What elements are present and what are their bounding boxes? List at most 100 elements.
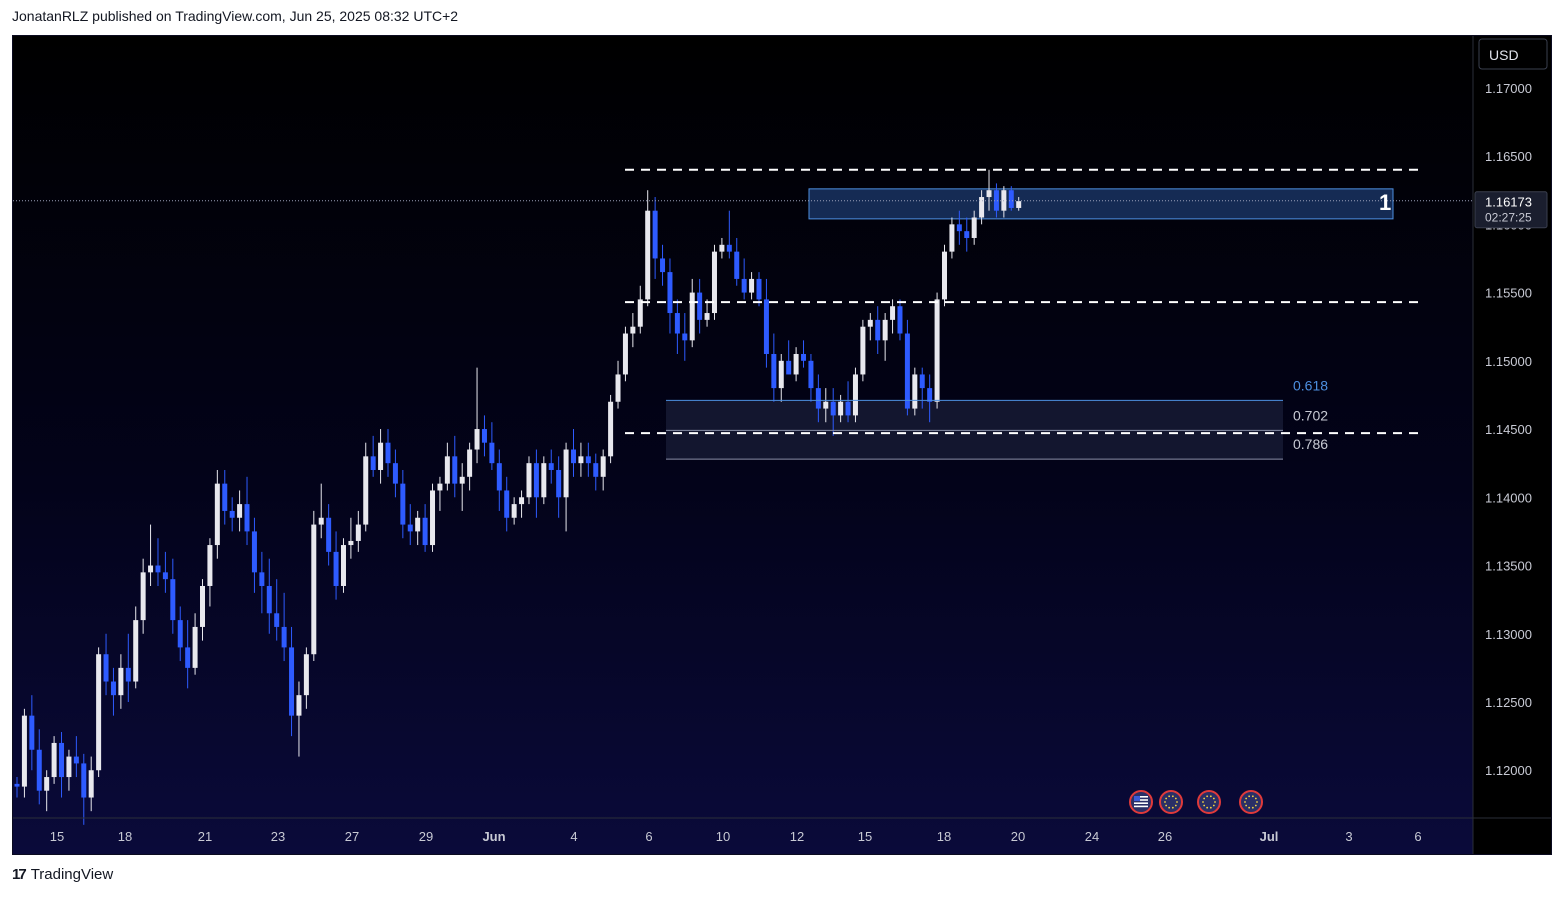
candle-body — [986, 190, 992, 198]
time-tick-label: 29 — [419, 829, 433, 844]
candle-body — [444, 456, 450, 484]
candle-body — [541, 463, 547, 498]
flag-star — [1212, 797, 1215, 800]
candle-body — [793, 353, 799, 375]
candle-body — [430, 490, 436, 546]
candle-body — [1008, 190, 1014, 208]
candle-body — [229, 510, 235, 518]
fib-label: 0.618 — [1293, 377, 1328, 393]
event-ring — [1197, 790, 1221, 814]
candle-body — [14, 783, 20, 787]
eu-flag-icon — [1239, 790, 1263, 814]
candle-body — [608, 401, 614, 457]
candle-body — [749, 278, 755, 293]
candle-body — [808, 360, 814, 389]
candle-body — [392, 463, 398, 484]
candle-body — [133, 620, 139, 682]
price-axis-bg — [1473, 36, 1551, 854]
footer-brand: TradingView — [30, 866, 114, 883]
candle-body — [340, 545, 346, 586]
candle-body — [88, 770, 94, 798]
candle-body — [422, 517, 428, 546]
time-tick-label: 18 — [118, 829, 132, 844]
eu-flag-icon — [1197, 790, 1221, 814]
candle-body — [36, 749, 42, 791]
candle-body — [363, 456, 369, 525]
flag-star — [1165, 797, 1168, 800]
candle-body — [726, 244, 732, 252]
candle-body — [489, 442, 495, 464]
candle-body — [192, 626, 198, 668]
flag-star — [1245, 804, 1248, 807]
event-ring — [1239, 790, 1263, 814]
candle-body — [66, 756, 72, 778]
countdown-label: 02:27:25 — [1485, 211, 1532, 225]
candle-body — [548, 463, 554, 470]
candle-body — [259, 572, 265, 586]
candle-body — [73, 756, 79, 764]
eu-flag-icon — [1159, 790, 1183, 814]
flag-star — [1254, 797, 1257, 800]
candle-body — [185, 647, 191, 668]
annotations-layer: 1 0.618 0.702 0.786 — [1129, 190, 1391, 814]
flag-stripe — [1134, 796, 1148, 798]
candle-body — [904, 333, 910, 409]
candle-body — [801, 353, 807, 361]
candle-body — [51, 742, 57, 778]
flag-star — [1174, 804, 1177, 807]
flag-star — [1171, 795, 1174, 798]
candle-body — [378, 442, 384, 470]
candle-body — [964, 231, 970, 238]
flag-star — [1168, 806, 1171, 809]
flag-star — [1171, 806, 1174, 809]
flag-star — [1209, 806, 1212, 809]
price-tick-label: 1.16500 — [1485, 149, 1532, 164]
flag-star — [1168, 795, 1171, 798]
candle-body — [162, 572, 168, 580]
candle-body — [533, 463, 539, 498]
candle-body — [244, 504, 250, 532]
candle-body — [867, 319, 873, 327]
price-axis: USD1.170001.165001.160001.155001.150001.… — [1472, 36, 1551, 854]
candle-body — [771, 353, 777, 389]
candle-body — [882, 319, 888, 341]
candle-body — [467, 449, 473, 477]
flag-star — [1206, 795, 1209, 798]
currency-label: USD — [1489, 47, 1519, 63]
candle-body — [942, 251, 947, 300]
flag-star — [1203, 804, 1206, 807]
candle-body — [897, 306, 903, 334]
price-tick-label: 1.14500 — [1485, 422, 1532, 437]
flag-star — [1251, 795, 1254, 798]
candle-body — [170, 579, 176, 621]
candle-body — [689, 292, 695, 341]
flag-star — [1254, 804, 1257, 807]
candle-body — [852, 374, 858, 416]
candle-body — [519, 497, 525, 505]
candle-body — [971, 217, 977, 238]
candle-body — [96, 654, 102, 771]
candle-body — [927, 388, 933, 402]
candle-body — [823, 401, 829, 409]
candle-body — [682, 333, 688, 341]
time-axis: 15 18 21 23 27 29 Jun 4 6 10 12 15 18 20 24 26 Jul 3 6 — [13, 817, 1551, 844]
price-tick-label: 1.14000 — [1485, 490, 1532, 505]
candle-body — [890, 306, 896, 320]
candle-body — [622, 333, 628, 375]
footer: 17 TradingView — [12, 866, 113, 883]
price-tick-label: 1.17000 — [1485, 81, 1532, 96]
candle-body — [786, 360, 792, 375]
candle-body — [697, 292, 703, 320]
time-tick-label: 15 — [858, 829, 872, 844]
time-tick-label: Jun — [482, 829, 505, 844]
candle-body — [660, 258, 666, 273]
flag-stripe — [1134, 805, 1148, 808]
candle-body — [845, 401, 851, 416]
candle-body — [348, 540, 354, 546]
candle-body — [437, 483, 443, 491]
time-tick-label: 6 — [645, 829, 652, 844]
price-tick-label: 1.12000 — [1485, 763, 1532, 778]
candle-body — [251, 531, 257, 573]
